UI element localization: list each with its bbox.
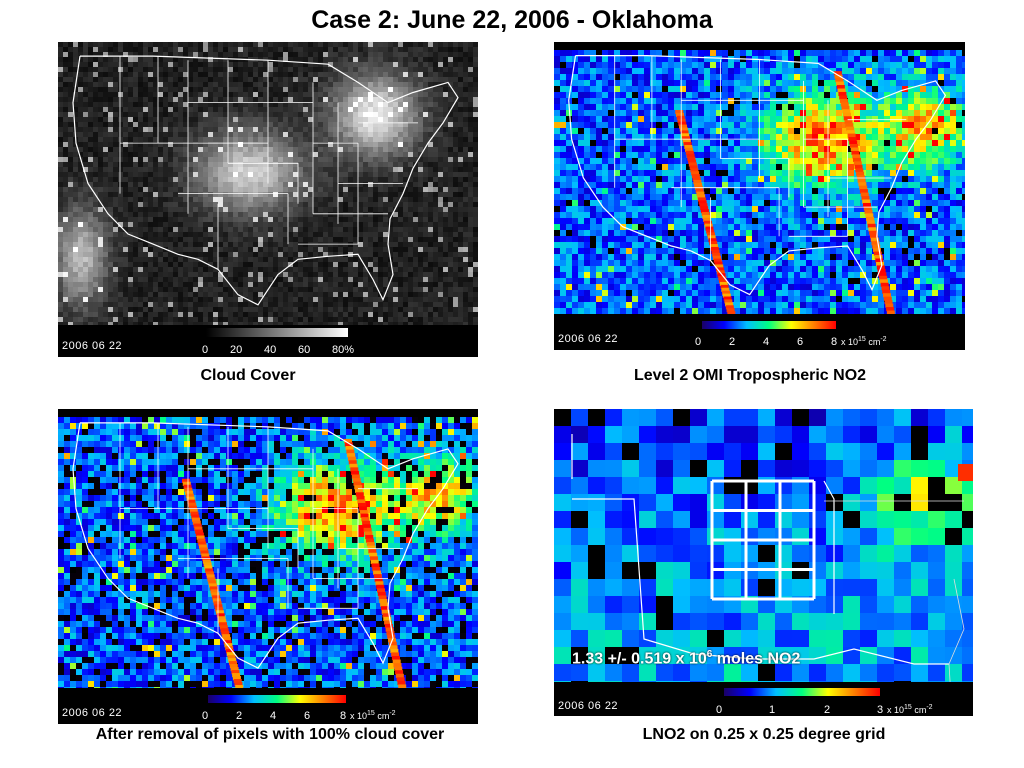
- colorbar-tick: 0: [695, 336, 702, 348]
- date-label: 2006 06 22: [558, 700, 619, 712]
- slide-title: Case 2: June 22, 2006 - Oklahoma: [311, 6, 713, 34]
- colorbar-tick: 1: [769, 704, 776, 716]
- colorbar-tick: 0: [202, 344, 209, 356]
- lno2-grid-map: 1.33 +/- 0.519 x 106 moles NO2 0 1 2 3 x…: [554, 409, 973, 716]
- omi-no2-caption: Level 2 OMI Tropospheric NO2: [633, 367, 867, 384]
- date-label: 2006 06 22: [558, 333, 619, 345]
- colorbar-tick: 0: [716, 704, 723, 716]
- lno2-colorbar: [724, 688, 880, 696]
- cloud-colorbar: [206, 328, 348, 337]
- colorbar-tick: 0: [202, 710, 209, 722]
- colorbar-tick: 20: [230, 344, 243, 356]
- date-label: 2006 06 22: [62, 707, 123, 719]
- lno2-grid-caption: LNO2 on 0.25 x 0.25 degree grid: [642, 726, 886, 743]
- colorbar-unit: x 1015 cm-2: [350, 710, 396, 721]
- colorbar-unit: x 1015 cm-2: [841, 336, 887, 347]
- colorbar-tick: 4: [270, 710, 277, 722]
- filtered-no2-caption: After removal of pixels with 100% cloud …: [95, 726, 445, 743]
- no2-colorbar: [702, 321, 836, 329]
- colorbar-tick: 2: [729, 336, 736, 348]
- no2-colorbar: [208, 695, 346, 703]
- colorbar-tick: 3: [877, 704, 884, 716]
- colorbar-unit: x 1015 cm-2: [887, 704, 933, 715]
- lno2-grid-image: [554, 409, 973, 716]
- colorbar-tick: 8: [831, 336, 838, 348]
- colorbar-tick: 80%: [332, 344, 355, 356]
- cloud-cover-caption: Cloud Cover: [200, 367, 296, 384]
- colorbar-tick: 60: [298, 344, 311, 356]
- colorbar-tick: 8: [340, 710, 347, 722]
- omi-no2-image: [554, 42, 965, 350]
- colorbar-tick: 2: [824, 704, 831, 716]
- filtered-no2-map: 0 2 4 6 8 x 1015 cm-2 2006 06 22: [58, 409, 478, 724]
- colorbar-tick: 6: [797, 336, 804, 348]
- colorbar-tick: 2: [236, 710, 243, 722]
- cloud-cover-map: 0 20 40 60 80% 2006 06 22: [58, 42, 478, 357]
- filtered-no2-image: [58, 409, 478, 724]
- date-label: 2006 06 22: [62, 340, 123, 352]
- lno2-estimate-label: 1.33 +/- 0.519 x 106 moles NO2: [572, 649, 801, 668]
- colorbar-tick: 4: [763, 336, 770, 348]
- colorbar-tick: 6: [304, 710, 311, 722]
- omi-no2-map: 0 2 4 6 8 x 1015 cm-2 2006 06 22: [554, 42, 965, 350]
- cloud-cover-image: [58, 42, 478, 357]
- colorbar-tick: 40: [264, 344, 277, 356]
